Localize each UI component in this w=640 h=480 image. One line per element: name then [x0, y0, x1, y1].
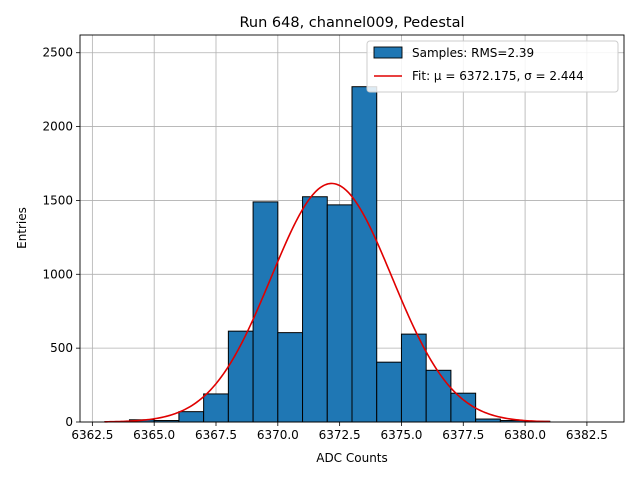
x-axis-ticks: 6362.5 6365.0 6367.5 6370.0 6372.5 6375.0 6377… — [71, 422, 608, 442]
histogram-bar — [326, 204, 353, 423]
x-tick-label: 6365.0 — [133, 428, 175, 442]
histogram-bar — [450, 392, 477, 423]
histogram-bars — [104, 86, 551, 423]
x-tick-label: 6367.5 — [195, 428, 237, 442]
legend: Samples: RMS=2.39 Fit: μ = 6372.175, σ =… — [366, 40, 619, 93]
x-tick-label: 6370.0 — [257, 428, 299, 442]
legend-swatch-samples — [373, 46, 403, 59]
histogram-bar — [277, 332, 304, 423]
y-axis-ticks: 0 500 1000 1500 2000 2500 — [42, 46, 80, 429]
fit-curve — [104, 182, 550, 423]
x-tick-label: 6380.0 — [504, 428, 546, 442]
histogram-bar — [203, 393, 229, 423]
x-tick-label: 6377.5 — [442, 428, 484, 442]
x-tick-label: 6372.5 — [319, 428, 361, 442]
y-axis-label: Entries — [15, 207, 29, 249]
legend-label-samples: Samples: RMS=2.39 — [412, 46, 534, 60]
y-tick-label: 1500 — [42, 193, 73, 207]
histogram-bar — [376, 361, 402, 423]
x-tick-label: 6382.5 — [566, 428, 608, 442]
histogram-bar — [400, 333, 427, 423]
y-tick-label: 0 — [65, 415, 73, 429]
legend-box — [366, 40, 619, 93]
histogram-bar — [425, 369, 452, 423]
x-tick-label: 6362.5 — [71, 428, 113, 442]
histogram-bar — [351, 86, 378, 423]
histogram-bar — [302, 196, 328, 423]
y-tick-label: 1000 — [42, 267, 73, 281]
chart-title: Run 648, channel009, Pedestal — [239, 15, 464, 31]
y-tick-label: 2500 — [42, 46, 73, 60]
legend-label-fit: Fit: μ = 6372.175, σ = 2.444 — [412, 69, 584, 83]
histogram-bar — [178, 411, 205, 423]
x-tick-label: 6375.0 — [380, 428, 422, 442]
y-tick-label: 2000 — [42, 120, 73, 134]
plot-frame — [79, 34, 625, 423]
x-axis-label: ADC Counts — [316, 451, 388, 465]
y-tick-label: 500 — [50, 341, 73, 355]
